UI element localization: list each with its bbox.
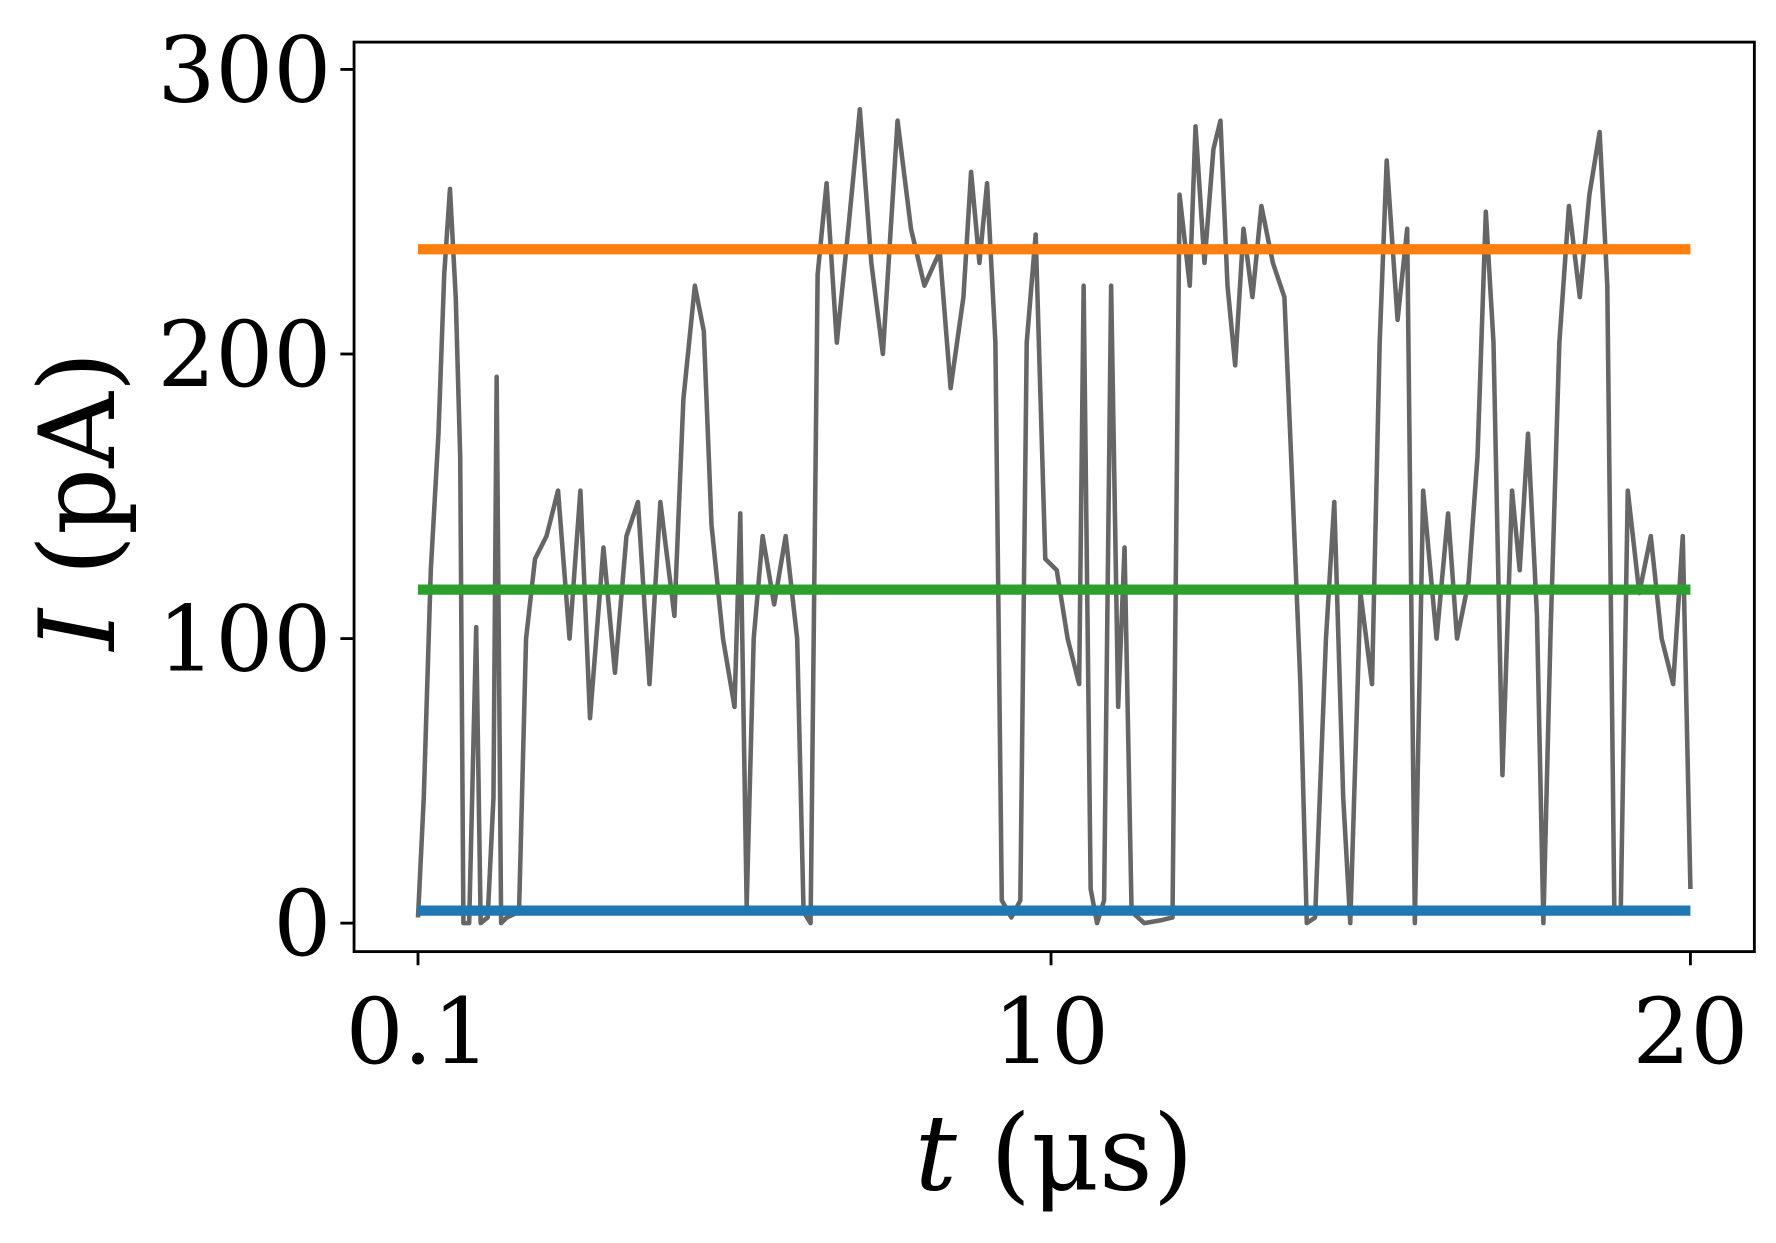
x-tick-label: 10 — [993, 979, 1109, 1085]
y-tick-label: 200 — [157, 302, 331, 408]
y-tick-label: 300 — [157, 17, 331, 123]
y-tick-label: 100 — [157, 586, 331, 692]
x-axis-label: t (μs) — [915, 1093, 1194, 1215]
y-tick-label: 0 — [273, 871, 331, 977]
current-trace — [415, 106, 1693, 926]
x-tick-label: 20 — [1632, 979, 1748, 1085]
y-axis-label: I (pA) — [17, 351, 139, 652]
plot-frame — [352, 40, 1756, 954]
x-tick-label: 0.1 — [346, 979, 491, 1085]
